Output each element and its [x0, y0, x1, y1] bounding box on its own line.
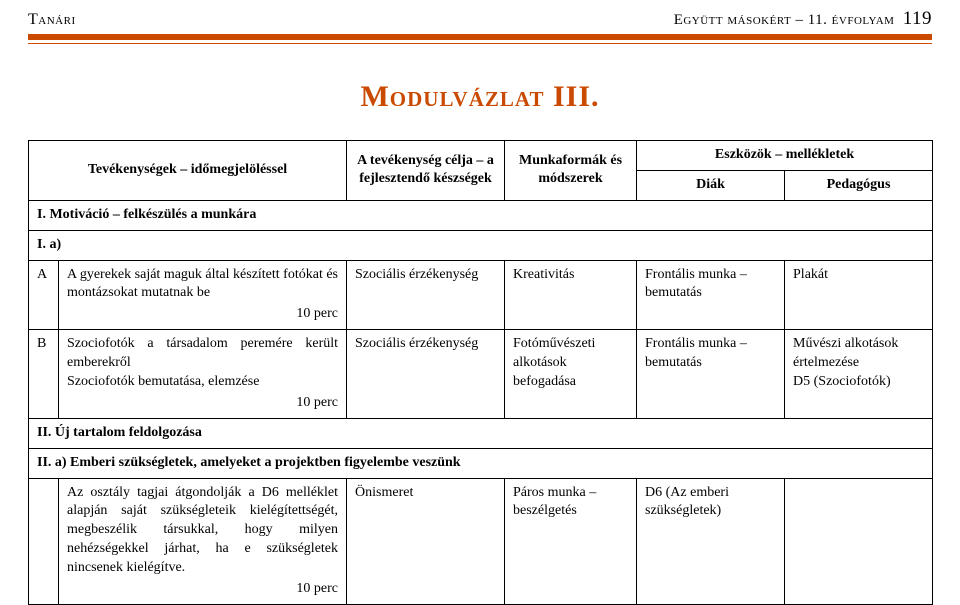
row-c-teacher [785, 478, 933, 604]
section-1a: I. a) [29, 230, 933, 260]
row-b-activity: Szociofotók a társadalom peremére került… [59, 330, 347, 419]
page-header: Tanári Együtt másokért – 11. évfolyam 11… [0, 0, 960, 34]
header-right: Együtt másokért – 11. évfolyam 119 [674, 8, 932, 30]
row-a-time: 10 perc [67, 305, 338, 324]
module-title: Modulvázlat III. [0, 80, 960, 114]
row-b-goal: Szociális érzékenység [347, 330, 505, 419]
section-2: II. Új tartalom feldolgozása [29, 418, 933, 448]
col-goal: A tevékenység célja – a fejlesztendő kés… [347, 141, 505, 201]
row-b-activity-text: Szociofotók a társadalom peremére került… [67, 335, 338, 392]
row-a-goal: Szociális érzékenység [347, 260, 505, 330]
header-left: Tanári [28, 11, 76, 29]
row-a-activity-text: A gyerekek saját maguk által készített f… [67, 266, 338, 304]
row-c-time: 10 perc [67, 580, 338, 599]
row-b-index: B [29, 330, 59, 419]
col-methods: Munkaformák és módszerek [505, 141, 637, 201]
col-student: Diák [637, 170, 785, 200]
row-b-method: Fotóművészeti alkotások befogadása [505, 330, 637, 419]
col-tools: Eszközök – mellékletek [637, 141, 933, 171]
section-1: I. Motiváció – felkészülés a munkára [29, 200, 933, 230]
row-c-goal: Önismeret [347, 478, 505, 604]
col-activities: Tevékenységek – időmegjelöléssel [29, 141, 347, 201]
row-b-time: 10 perc [67, 394, 338, 413]
row-c-student: D6 (Az emberi szükségletek) [637, 478, 785, 604]
row-a-student: Frontális munka – bemutatás [637, 260, 785, 330]
row-b-teacher: Művészi alkotások értelmezése D5 (Szocio… [785, 330, 933, 419]
row-c-method: Páros munka – beszélgetés [505, 478, 637, 604]
header-rule [0, 34, 960, 44]
page-number: 119 [903, 8, 932, 29]
row-b-student: Frontális munka – bemutatás [637, 330, 785, 419]
section-2a: II. a) Emberi szükségletek, amelyeket a … [29, 448, 933, 478]
row-c-index [29, 478, 59, 604]
row-a-index: A [29, 260, 59, 330]
module-plan-table: Tevékenységek – időmegjelöléssel A tevék… [28, 140, 933, 605]
row-c-activity: Az osztály tagjai átgondolják a D6 mellé… [59, 478, 347, 604]
row-c-activity-text: Az osztály tagjai átgondolják a D6 mellé… [67, 484, 338, 578]
row-a-method: Kreativitás [505, 260, 637, 330]
header-right-text: Együtt másokért – 11. évfolyam [674, 12, 895, 28]
col-teacher: Pedagógus [785, 170, 933, 200]
row-a-teacher: Plakát [785, 260, 933, 330]
row-a-activity: A gyerekek saját maguk által készített f… [59, 260, 347, 330]
